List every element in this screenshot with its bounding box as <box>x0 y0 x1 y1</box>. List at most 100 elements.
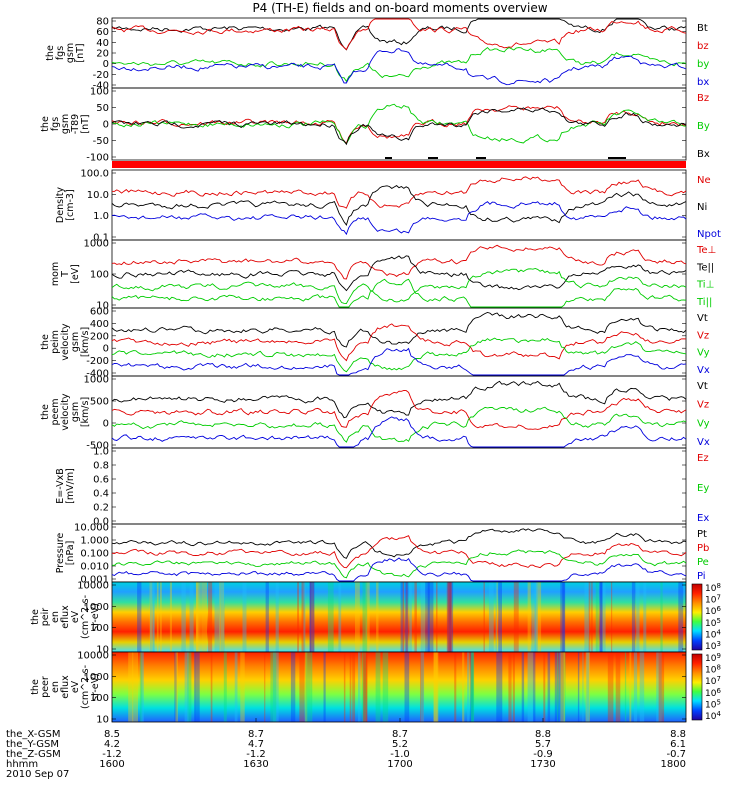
x-tick-label: 5.2 <box>392 739 408 750</box>
colorbar-tick-label: 107 <box>705 594 721 606</box>
x-tick-label: 1630 <box>243 759 268 770</box>
legend-entry: Ti|| <box>696 297 712 308</box>
x-tick-label: -1.2 <box>246 749 266 760</box>
panel-peem_velocity: 1000 500 0 -500 the peem velocity gsm [km/s] Vt Vz… <box>40 375 710 452</box>
legend-entry: Vz <box>697 400 709 411</box>
legend-entry: Ez <box>697 453 709 464</box>
y-axis-label: [mV/m] <box>65 468 76 504</box>
x-tick-label: 1800 <box>661 759 686 770</box>
y-tick-label: 60 <box>96 27 109 38</box>
y-axis-label: (cm^2-s- <box>80 665 91 709</box>
y-tick-label: 100 <box>90 693 109 704</box>
y-tick-label: 0.001 <box>80 575 109 586</box>
y-axis-label: fgs <box>50 117 61 131</box>
legend-entry: Pe <box>697 557 709 568</box>
panel-frame <box>111 169 687 241</box>
series-line-bz <box>111 18 687 51</box>
y-axis-label: en <box>50 611 61 623</box>
y-tick-label: 10.000 <box>74 523 109 534</box>
y-tick-label: 0.8 <box>93 461 109 472</box>
legend-entry: Ni <box>697 202 707 213</box>
series-line-Vy <box>111 337 687 373</box>
y-axis-label: gsm <box>60 114 71 134</box>
y-tick-label: -20 <box>93 70 109 81</box>
x-tick-label: 1700 <box>387 759 412 770</box>
series-line-Bt <box>111 18 687 51</box>
legend-entry: Te⊥ <box>696 245 716 256</box>
y-tick-label: -500 <box>86 441 109 452</box>
x-tick-label: 4.2 <box>104 739 120 750</box>
colorbar-tick-label: 105 <box>705 617 721 629</box>
y-axis-label: en <box>50 681 61 693</box>
x-tick-label: -0.7 <box>666 749 686 760</box>
x-axis-row-label: hhmm <box>6 759 38 770</box>
y-tick-label: 100 <box>90 623 109 634</box>
status-bar <box>112 161 686 168</box>
x-axis-row-label: the_Z-GSM <box>6 749 61 760</box>
y-tick-label: 1.000 <box>80 536 109 547</box>
y-tick-label: 0 <box>103 344 109 355</box>
x-tick-label: 8.8 <box>535 729 551 740</box>
panel-density: 100.0 10.0 1.0 0.1 Density [cm-3] Ne Ni Npot <box>55 169 721 244</box>
y-axis-label: the <box>40 116 51 132</box>
legend-entry: bx <box>697 77 709 88</box>
y-tick-label: 20 <box>96 49 109 60</box>
colorbar-tick-label: 106 <box>705 687 721 699</box>
series-line-Vz <box>111 389 687 430</box>
y-tick-label: -200 <box>86 356 109 367</box>
y-tick-label: 10000 <box>77 651 109 662</box>
y-tick-label: 0.010 <box>80 562 109 573</box>
status-mark <box>608 157 626 159</box>
figure-title: P4 (TH-E) fields and on-board moments ov… <box>252 1 547 15</box>
series-line-Npot <box>111 201 687 236</box>
y-tick-label: -50 <box>93 136 109 147</box>
y-tick-label: 100 <box>90 270 109 281</box>
legend-entry: Bt <box>697 23 708 34</box>
y-tick-label: 0.0 <box>93 517 109 528</box>
legend-entry: Bz <box>697 93 709 104</box>
legend-entry: Vt <box>697 313 708 324</box>
x-tick-label: -1.0 <box>390 749 410 760</box>
y-tick-label: 0.1 <box>93 233 109 244</box>
y-axis-label: [eV] <box>70 264 81 284</box>
legend-entry: by <box>697 59 709 70</box>
y-axis-label: gsm <box>65 43 76 63</box>
y-axis-label: [km/s] <box>80 397 91 427</box>
x-tick-label: 8.5 <box>104 729 120 740</box>
x-tick-label: 1600 <box>99 759 124 770</box>
y-tick-label: 10 <box>96 301 109 312</box>
y-axis-label: -T89 <box>70 114 81 134</box>
y-tick-label: -40 <box>93 81 109 92</box>
y-tick-label: 50 <box>96 103 109 114</box>
y-axis-label: the <box>40 334 51 350</box>
legend-entry: Vx <box>697 365 710 376</box>
series-line-Pt <box>111 528 687 559</box>
series-line-Pb <box>111 535 687 569</box>
panel-frame <box>111 447 687 525</box>
y-axis-label: Pressure <box>55 533 66 574</box>
series-line-Te|| <box>111 255 687 292</box>
legend-entry: Vx <box>697 437 710 448</box>
date-label: 2010 Sep 07 <box>6 769 69 780</box>
series-line-Ni <box>111 185 687 226</box>
y-tick-label: 40 <box>96 38 109 49</box>
y-tick-label: 1000 <box>84 239 109 250</box>
y-tick-label: 1000 <box>84 375 109 386</box>
y-tick-label: 500 <box>90 397 109 408</box>
colorbar-tick-label: 105 <box>705 698 721 710</box>
legend-entry: Vy <box>697 348 710 359</box>
y-axis-label: sr-eV) <box>90 603 101 631</box>
y-axis-label: eflux <box>60 605 71 629</box>
x-tick-label: 1730 <box>530 759 555 770</box>
y-axis-label: velocity <box>60 393 71 431</box>
y-axis-label: peer <box>40 676 51 698</box>
panel-frame <box>111 651 687 723</box>
series-line-Pi <box>111 557 687 582</box>
colorbar-tick-label: 107 <box>705 675 721 687</box>
y-tick-label: 0.2 <box>93 503 109 514</box>
y-tick-label: 0.4 <box>93 489 109 500</box>
y-tick-label: 80 <box>96 17 109 28</box>
y-tick-label: 1.0 <box>93 211 109 222</box>
